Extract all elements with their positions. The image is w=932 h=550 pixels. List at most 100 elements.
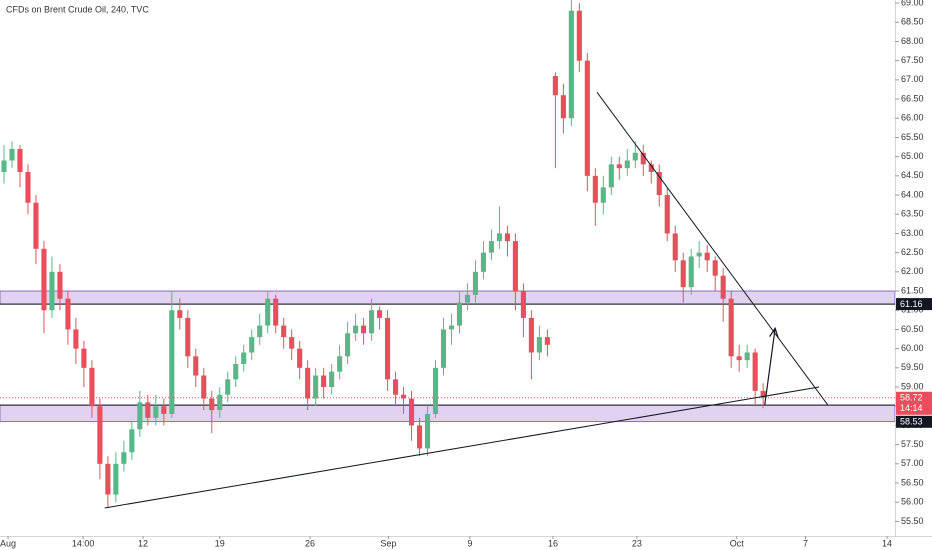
candle-body: [105, 463, 111, 495]
candle-body: [289, 337, 295, 349]
candle-body: [137, 402, 143, 430]
candle-body: [89, 367, 95, 407]
zone: [0, 290, 896, 305]
candle-body: [249, 337, 255, 353]
candle-body: [568, 10, 574, 119]
candle-body: [480, 252, 487, 272]
x-tick-label: 26: [305, 538, 315, 548]
candle-body: [720, 275, 726, 299]
candle-body: [624, 160, 630, 169]
candle-body: [17, 148, 23, 173]
candle-body: [57, 271, 63, 299]
y-tick-label: 65.50: [901, 132, 924, 142]
x-tick-label: 16: [548, 538, 558, 548]
candle-body: [129, 429, 135, 453]
candle-body: [209, 398, 215, 411]
price-badge-label: 61.16: [900, 299, 923, 309]
candle-body: [353, 325, 359, 334]
candle-body: [337, 356, 343, 372]
candle-body: [424, 413, 431, 449]
x-tick-label: 14: [882, 538, 892, 548]
y-tick-label: 68.50: [901, 17, 924, 27]
y-tick-label: 60.00: [901, 343, 924, 353]
x-tick-label: Oct: [730, 538, 745, 548]
x-tick-label: 23: [632, 538, 642, 548]
candle-body: [616, 164, 622, 169]
candle-body: [496, 233, 502, 242]
x-tick-label: 14:00: [72, 538, 95, 548]
y-tick-label: 56.50: [901, 477, 924, 487]
candle-body: [608, 164, 614, 188]
trend-line: [104, 386, 820, 509]
candle-body: [576, 10, 582, 61]
candle-body: [73, 329, 79, 349]
candle-body: [560, 95, 566, 119]
candle-body: [361, 325, 367, 334]
candle-body: [281, 325, 287, 338]
candle-body: [385, 317, 391, 380]
candle-body: [41, 248, 47, 311]
candle-body: [688, 256, 694, 288]
candle-body: [257, 325, 263, 338]
x-tick-label: Sep: [380, 538, 396, 548]
x-tick-label: Aug: [0, 538, 16, 548]
y-tick-label: 55.50: [901, 516, 924, 526]
candle-body: [672, 233, 678, 261]
candle-body: [49, 271, 55, 311]
candle-body: [313, 375, 319, 399]
candle-body: [121, 452, 127, 464]
y-tick-label: 66.50: [901, 93, 924, 103]
y-tick-label: 60.50: [901, 324, 924, 334]
candle-body: [273, 298, 279, 326]
candle-body: [744, 352, 750, 361]
candle-body: [632, 152, 638, 161]
candle-body: [552, 76, 558, 96]
candle-body: [225, 379, 231, 395]
candle-body: [704, 252, 710, 261]
candle-body: [65, 298, 71, 330]
price-badge: [896, 415, 932, 428]
candle-body: [169, 310, 175, 414]
candle-body: [512, 241, 518, 292]
candle-body: [345, 333, 351, 357]
candle-body: [9, 148, 15, 161]
candle-body: [736, 356, 742, 361]
candle-body: [305, 367, 311, 399]
arrow: [764, 326, 779, 406]
candle-body: [728, 298, 734, 357]
y-tick-label: 56.00: [901, 497, 924, 507]
x-tick-label: 19: [215, 538, 225, 548]
y-tick-label: 59.00: [901, 381, 924, 391]
y-tick-label: 57.50: [901, 439, 924, 449]
y-tick-label: 67.50: [901, 55, 924, 65]
candle-body: [297, 348, 303, 368]
candle-body: [217, 394, 223, 411]
y-tick-label: 69.00: [901, 0, 924, 7]
candle-body: [81, 348, 87, 368]
candle-body: [472, 271, 479, 295]
candle-body: [321, 375, 327, 388]
candle-body: [329, 371, 335, 388]
x-tick-label: 12: [138, 538, 148, 548]
y-tick-label: 65.00: [901, 151, 924, 161]
candle-body: [113, 463, 119, 495]
candle-body: [177, 310, 183, 318]
y-tick-label: 57.00: [901, 458, 924, 468]
y-tick-label: 63.50: [901, 209, 924, 219]
candle-body: [440, 329, 447, 368]
candle-body: [456, 302, 463, 326]
candle-body: [153, 406, 159, 418]
candle-body: [369, 310, 375, 334]
candle-body: [145, 402, 151, 418]
candle-body: [528, 317, 534, 353]
candle-body: [1, 160, 7, 173]
x-tick-label: 7: [803, 538, 808, 548]
y-tick-label: 64.50: [901, 170, 924, 180]
candle-body: [432, 367, 439, 414]
zone: [0, 404, 896, 423]
candle-body: [408, 398, 415, 426]
price-badge-label: 58.53: [900, 417, 923, 427]
candle-body: [233, 363, 239, 380]
y-tick-label: 63.00: [901, 228, 924, 238]
candle-body: [400, 394, 407, 399]
